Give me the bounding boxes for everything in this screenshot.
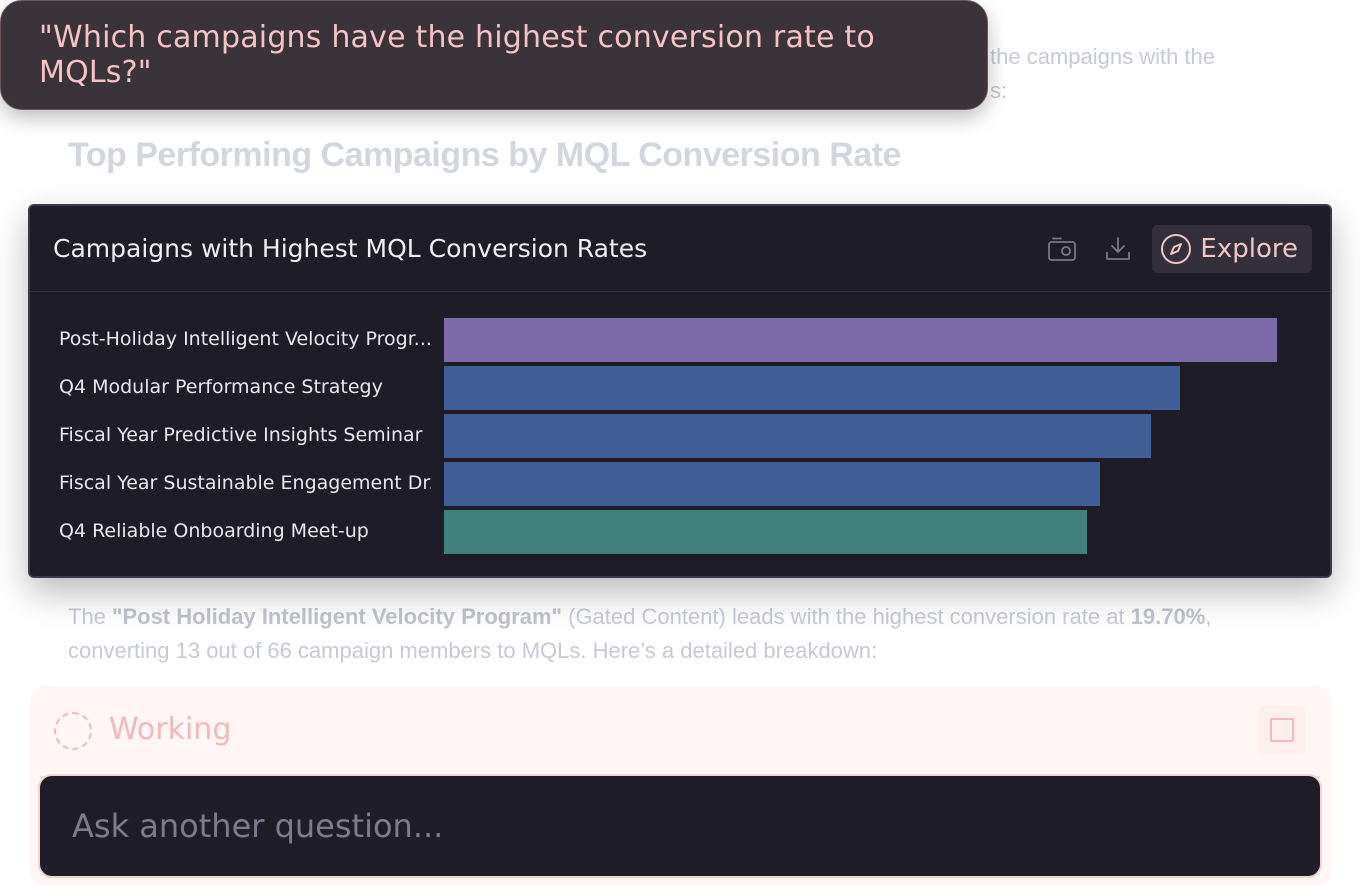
answer-paragraph: The "Post Holiday Intelligent Velocity P… bbox=[68, 600, 1268, 668]
explore-button[interactable]: Explore bbox=[1152, 224, 1312, 273]
question-text: "Which campaigns have the highest conver… bbox=[39, 20, 875, 90]
bar-label: Post-Holiday Intelligent Velocity Progr.… bbox=[59, 328, 431, 350]
paragraph-campaign-name: "Post Holiday Intelligent Velocity Progr… bbox=[112, 604, 562, 629]
question-bubble: "Which campaigns have the highest conver… bbox=[0, 0, 988, 110]
camera-icon bbox=[1048, 237, 1077, 261]
background-intro-line-1: the campaigns with the bbox=[990, 44, 1216, 69]
chart-actions: Explore bbox=[1040, 224, 1312, 273]
bar-label: Q4 Reliable Onboarding Meet-up bbox=[59, 520, 369, 542]
stop-icon bbox=[1270, 718, 1294, 742]
background-intro-text: the campaigns with the s: bbox=[990, 40, 1350, 108]
screenshot-button[interactable] bbox=[1040, 227, 1084, 271]
ask-input[interactable] bbox=[40, 776, 1320, 876]
stop-button[interactable] bbox=[1258, 706, 1306, 754]
download-icon bbox=[1106, 236, 1131, 260]
bar[interactable] bbox=[444, 462, 1100, 506]
bar[interactable] bbox=[444, 318, 1277, 362]
bar-label: Fiscal Year Sustainable Engagement Dr... bbox=[59, 472, 431, 494]
bar-label: Q4 Modular Performance Strategy bbox=[59, 376, 383, 398]
chart-card: Campaigns with Highest MQL Conversion Ra… bbox=[28, 204, 1332, 578]
paragraph-suffix: , converting 13 out of 66 campaign membe… bbox=[68, 604, 1212, 663]
answer-heading: Top Performing Campaigns by MQL Conversi… bbox=[68, 136, 901, 174]
spinner-icon bbox=[54, 712, 92, 750]
paragraph-middle: (Gated Content) leads with the highest c… bbox=[562, 604, 1131, 629]
paragraph-prefix: The bbox=[68, 604, 113, 629]
chart-header: Campaigns with Highest MQL Conversion Ra… bbox=[30, 206, 1330, 292]
ask-input-container bbox=[38, 774, 1322, 878]
background-intro-line-2: s: bbox=[990, 78, 1008, 103]
bar-label: Fiscal Year Predictive Insights Seminar bbox=[59, 424, 423, 446]
bar[interactable] bbox=[444, 366, 1180, 410]
bar[interactable] bbox=[444, 510, 1087, 554]
working-label: Working bbox=[109, 712, 232, 747]
explore-label: Explore bbox=[1200, 233, 1298, 264]
chart-title: Campaigns with Highest MQL Conversion Ra… bbox=[53, 234, 648, 263]
bar-chart: Post-Holiday Intelligent Velocity Progr.… bbox=[30, 292, 1330, 578]
download-button[interactable] bbox=[1096, 227, 1140, 271]
paragraph-rate: 19.70% bbox=[1130, 604, 1206, 629]
bar[interactable] bbox=[444, 414, 1151, 458]
compass-icon bbox=[1161, 233, 1192, 264]
